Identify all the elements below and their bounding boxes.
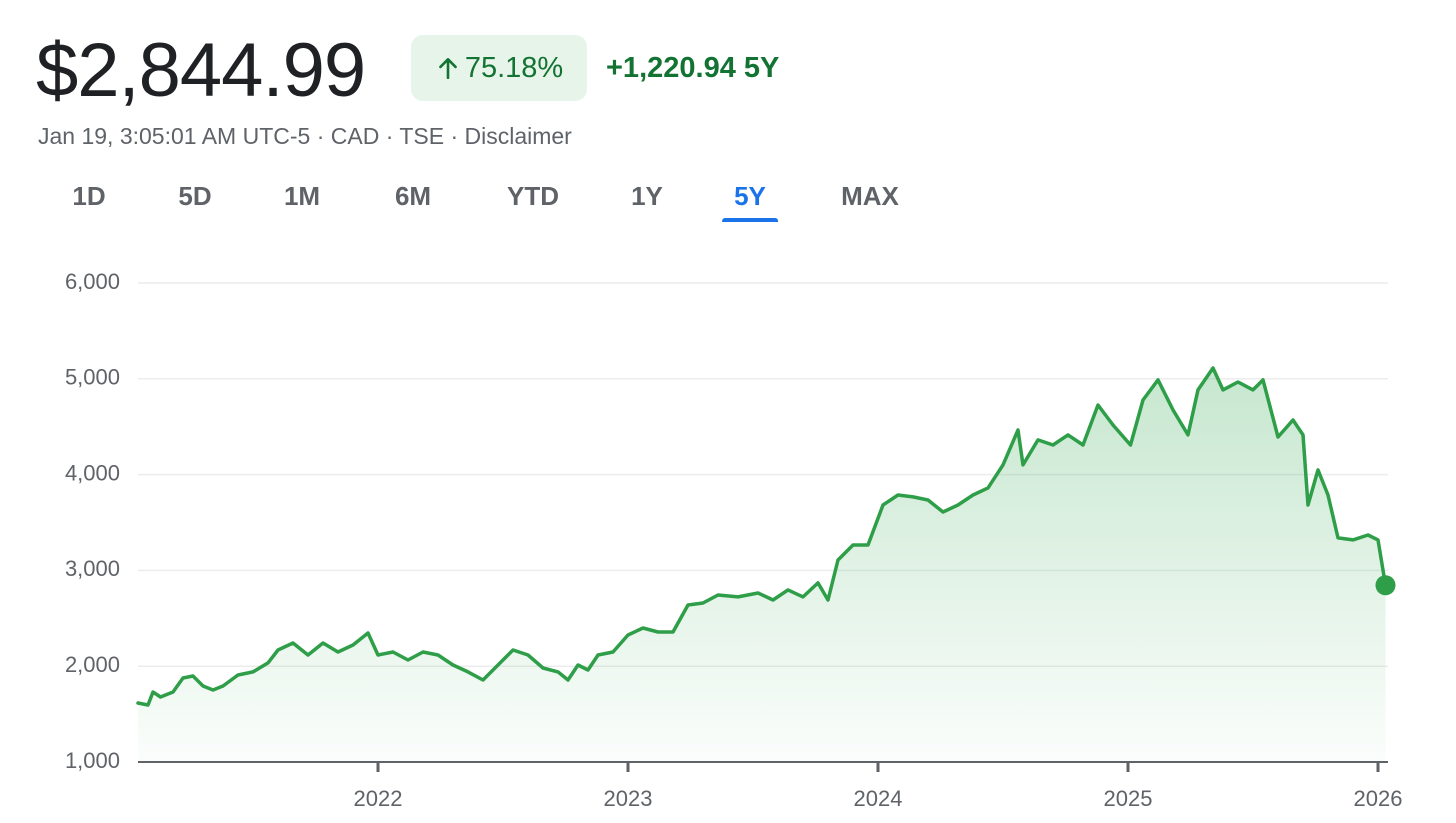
y-tick-label: 5,000 [65, 365, 120, 390]
change-percent: 75.18% [464, 51, 564, 84]
change-badge: 75.18% [411, 35, 587, 101]
quote-info: Jan 19, 3:05:01 AM UTC-5 · CAD · TSE · D… [38, 123, 572, 149]
x-tick-label: 2023 [604, 786, 653, 811]
range-tab[interactable]: YTD [507, 181, 559, 211]
range-tabs: 1D 5D 1M 6M YTD 1Y 5Y MAX [0, 176, 1456, 226]
range-tab[interactable]: 1D [72, 181, 106, 211]
y-tick-label: 2,000 [65, 652, 120, 677]
y-tick-label: 4,000 [65, 460, 120, 485]
price-line [136, 366, 1388, 707]
range-tab[interactable]: 1Y [631, 181, 663, 211]
up-arrow-icon [438, 58, 457, 80]
y-tick-label: 1,000 [65, 748, 120, 773]
price: $2,844.99 [36, 28, 366, 113]
range-tab[interactable]: MAX [841, 181, 899, 211]
range-tab[interactable]: 1M [283, 181, 321, 211]
y-tick-label: 3,000 [65, 556, 120, 581]
x-tick-label: 2026 [1354, 786, 1403, 811]
x-tick-label: 2025 [1104, 786, 1153, 811]
area-fill [138, 368, 1386, 762]
range-tab[interactable]: 6M [394, 181, 432, 211]
range-tab[interactable]: 5D [178, 181, 212, 211]
y-tick-label: 6,000 [65, 269, 120, 294]
change-amount: +1,220.94 5Y [606, 52, 780, 84]
last-point [1375, 575, 1396, 596]
x-tick-label: 2022 [354, 786, 403, 811]
x-tick-label: 2024 [854, 786, 903, 811]
range-tab[interactable]: 5Y [722, 176, 778, 222]
